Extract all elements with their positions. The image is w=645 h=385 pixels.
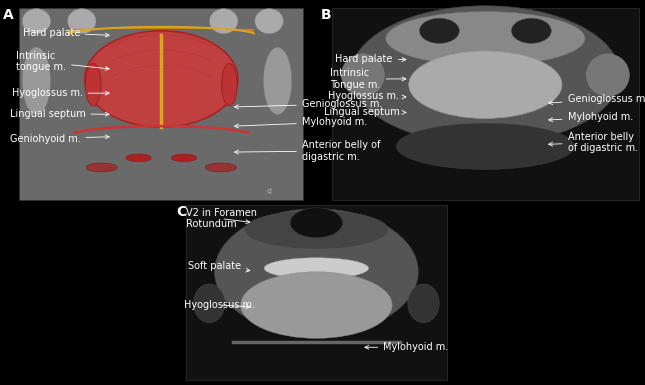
Ellipse shape: [408, 284, 439, 323]
Text: Hyoglossus m.: Hyoglossus m.: [328, 91, 406, 101]
Ellipse shape: [397, 123, 574, 169]
Ellipse shape: [22, 47, 50, 114]
Ellipse shape: [244, 211, 388, 249]
Text: Hard palate: Hard palate: [335, 54, 406, 64]
Text: Anterior belly
of digastric m.: Anterior belly of digastric m.: [549, 132, 638, 153]
Text: Hard palate: Hard palate: [23, 28, 109, 38]
Ellipse shape: [84, 31, 238, 127]
Ellipse shape: [241, 272, 392, 338]
Ellipse shape: [222, 64, 237, 106]
Text: Intrinsic
tongue m.: Intrinsic tongue m.: [16, 51, 109, 72]
Text: Hyoglossus m.: Hyoglossus m.: [12, 88, 109, 98]
Ellipse shape: [210, 8, 238, 34]
Text: Anterior belly of
digastric m.: Anterior belly of digastric m.: [235, 140, 381, 162]
Text: Mylohyoid m.: Mylohyoid m.: [235, 117, 367, 128]
Text: Soft palate: Soft palate: [188, 261, 250, 272]
Text: B: B: [321, 8, 331, 22]
Text: Lingual septum: Lingual septum: [10, 109, 109, 119]
Ellipse shape: [419, 18, 459, 44]
Ellipse shape: [264, 258, 369, 279]
Ellipse shape: [386, 12, 585, 65]
Ellipse shape: [341, 54, 384, 96]
Ellipse shape: [68, 8, 96, 34]
Text: A: A: [3, 8, 14, 22]
Ellipse shape: [194, 284, 225, 323]
Ellipse shape: [86, 163, 117, 172]
Bar: [332, 8, 639, 200]
Ellipse shape: [205, 163, 237, 172]
Ellipse shape: [255, 8, 283, 34]
Text: Genioglossus m.: Genioglossus m.: [549, 94, 645, 105]
Ellipse shape: [350, 6, 620, 144]
Ellipse shape: [263, 47, 292, 114]
Ellipse shape: [586, 54, 630, 96]
Text: Mylohyoid m.: Mylohyoid m.: [365, 342, 448, 352]
Ellipse shape: [290, 208, 342, 238]
Text: Intrinsic
Tongue m.: Intrinsic Tongue m.: [330, 68, 406, 90]
Bar: [19, 8, 303, 200]
Text: Geniohyoid m.: Geniohyoid m.: [10, 134, 109, 144]
Text: Genioglossus m.: Genioglossus m.: [235, 99, 382, 109]
Text: V2 in Foramen
Rotundum: V2 in Foramen Rotundum: [186, 208, 257, 229]
Text: Lingual septum: Lingual septum: [324, 107, 406, 117]
Ellipse shape: [22, 8, 50, 34]
Ellipse shape: [171, 154, 197, 162]
Ellipse shape: [409, 51, 562, 119]
Text: C: C: [177, 205, 187, 219]
Ellipse shape: [85, 64, 101, 106]
Text: Mylohyoid m.: Mylohyoid m.: [549, 112, 633, 122]
Ellipse shape: [511, 18, 551, 44]
Text: cJ: cJ: [266, 187, 272, 194]
Text: Hyoglossus m.: Hyoglossus m.: [184, 300, 255, 310]
Bar: [186, 205, 447, 380]
Ellipse shape: [126, 154, 152, 162]
Ellipse shape: [215, 209, 418, 335]
